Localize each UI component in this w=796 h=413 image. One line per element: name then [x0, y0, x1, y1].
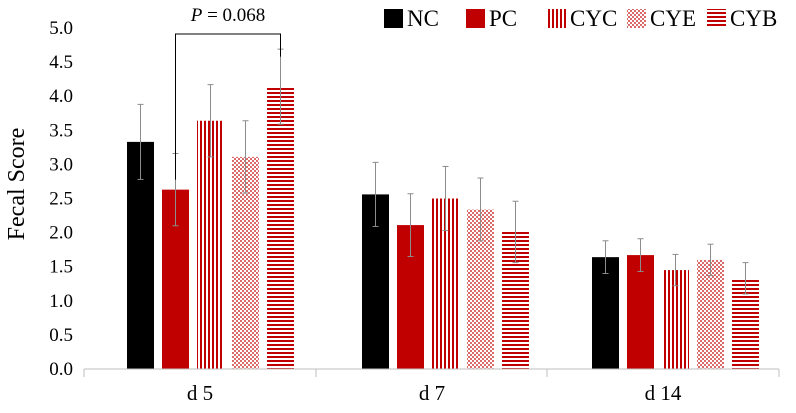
bar-cye-d14: [697, 259, 724, 369]
y-tick-label: 4.0: [49, 86, 73, 107]
y-tick-label: 5.0: [49, 18, 73, 39]
y-tick-label: 0.5: [49, 325, 73, 346]
y-tick-label: 2.0: [49, 223, 73, 244]
significance-bracket: [175, 33, 281, 180]
legend-swatch-pc: [466, 9, 485, 28]
significance-annotation: P = 0.068: [175, 5, 281, 180]
legend-swatch-nc: [384, 9, 403, 28]
x-category-label: d 7: [419, 381, 445, 405]
bar-pc-d14: [627, 255, 654, 369]
legend-label-cyc: CYC: [570, 6, 617, 31]
y-tick-label: 0.0: [49, 359, 73, 380]
legend-label-cye: CYE: [650, 6, 696, 31]
error-bars: [137, 48, 749, 295]
p-value: = 0.068: [202, 5, 265, 26]
y-tick-label: 2.5: [49, 189, 73, 210]
y-tick-label: 3.0: [49, 154, 73, 175]
legend-swatch-cyb: [707, 9, 726, 28]
y-tick-label: 1.5: [49, 257, 73, 278]
x-category-label: d 14: [645, 381, 682, 405]
y-axis-title: Fecal Score: [4, 128, 30, 241]
significance-label: P = 0.068: [190, 5, 266, 26]
y-tick-label: 3.5: [49, 120, 73, 141]
y-tick-label: 1.0: [49, 291, 73, 312]
bar-cyc-d14: [662, 270, 689, 369]
legend-swatch-cye: [627, 9, 646, 28]
y-axis-ticks: 0.0 0.5 1.0 1.5 2.0 2.5 3.0 3.5 4.0 4.5 5.0: [49, 18, 73, 380]
legend-label-cyb: CYB: [730, 6, 777, 31]
x-category-label: d 5: [187, 381, 213, 405]
legend-label-pc: PC: [489, 6, 517, 31]
y-tick-label: 4.5: [49, 52, 73, 73]
bar-cyb-d5: [267, 86, 294, 369]
bar-cyc-d5: [197, 120, 224, 369]
x-axis-dividers: [83, 369, 780, 377]
x-axis-labels: d 5 d 7 d 14: [187, 381, 682, 405]
legend: NC PC CYC CYE CYB: [384, 6, 777, 31]
legend-label-nc: NC: [407, 6, 439, 31]
bar-nc-d14: [592, 257, 619, 369]
bar-series: [127, 86, 759, 369]
p-symbol: P: [190, 5, 203, 26]
legend-swatch-cyc: [547, 9, 566, 28]
